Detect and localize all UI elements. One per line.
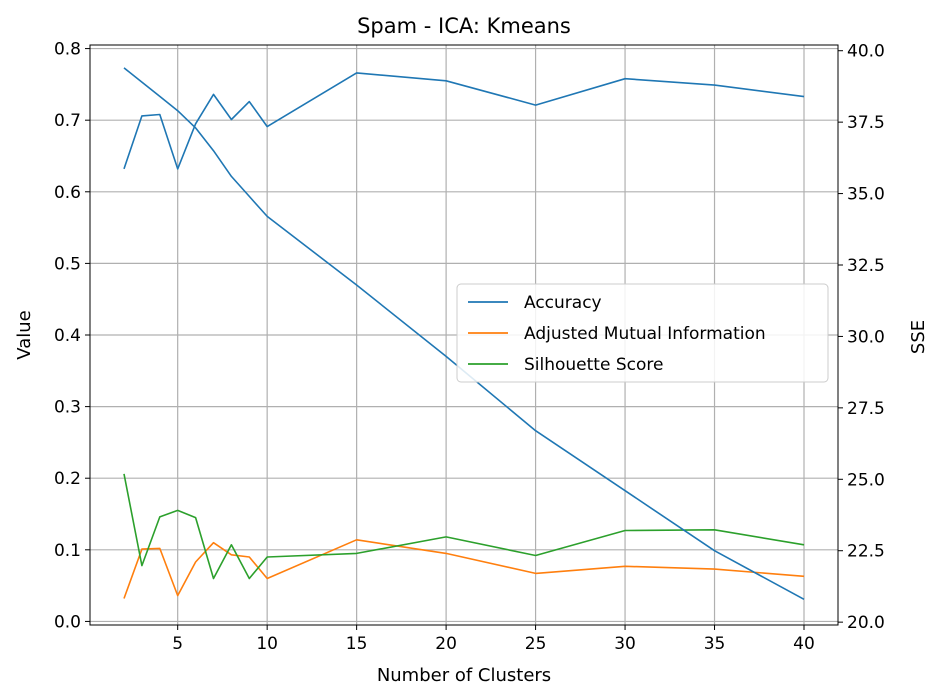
x-tick-label: 25 <box>525 634 547 654</box>
series-line-accuracy <box>123 72 805 170</box>
x-tick-label: 5 <box>172 634 183 654</box>
y2-tick-label: 30.0 <box>847 327 885 347</box>
y2-tick-label: 20.0 <box>847 613 885 633</box>
y-tick-label: 0.2 <box>54 469 81 489</box>
series-layer <box>123 67 805 601</box>
y-tick-label: 0.3 <box>54 398 81 418</box>
x-tick-label: 20 <box>435 634 457 654</box>
legend-label: Accuracy <box>524 293 602 313</box>
chart-title: Spam - ICA: Kmeans <box>357 14 571 38</box>
y2-tick-label: 40.0 <box>847 42 885 62</box>
series-line-sse <box>123 67 805 601</box>
legend: Accuracy Adjusted Mutual Information Silho… <box>456 283 829 383</box>
y-tick-label: 0.1 <box>54 541 81 561</box>
y-tick-label: 0.4 <box>54 326 81 346</box>
legend-label: Silhouette Score <box>524 355 663 375</box>
y-tick-label: 0.0 <box>54 612 81 632</box>
y2-tick-label: 35.0 <box>847 185 885 205</box>
legend-box <box>456 283 829 383</box>
y2-tick-label: 37.5 <box>847 113 885 133</box>
x-tick-label: 35 <box>704 634 726 654</box>
y2-tick-label: 22.5 <box>847 542 885 562</box>
x-tick-label: 30 <box>614 634 636 654</box>
legend-label: Adjusted Mutual Information <box>524 324 766 344</box>
x-axis-label: Number of Clusters <box>377 665 551 686</box>
y-tick-label: 0.6 <box>54 183 81 203</box>
series-line-silhouette-score <box>123 473 805 580</box>
y-axis-label: Value <box>14 310 35 359</box>
ticks: 5 10 15 20 25 30 35 40 0.0 0.1 0.2 0.3 0.4 0.5 0.6 0.7 0… <box>54 40 885 654</box>
y-tick-label: 0.8 <box>54 40 81 60</box>
series-line-adjusted-mutual-information <box>123 538 805 599</box>
x-tick-label: 15 <box>346 634 368 654</box>
x-tick-label: 10 <box>256 634 278 654</box>
y-tick-label: 0.5 <box>54 254 81 274</box>
y2-tick-label: 32.5 <box>847 256 885 276</box>
x-tick-label: 40 <box>793 634 815 654</box>
y2-tick-label: 27.5 <box>847 399 885 419</box>
y2-tick-label: 25.0 <box>847 470 885 490</box>
y2-axis-label: SSE <box>908 320 929 354</box>
y-tick-label: 0.7 <box>54 111 81 131</box>
